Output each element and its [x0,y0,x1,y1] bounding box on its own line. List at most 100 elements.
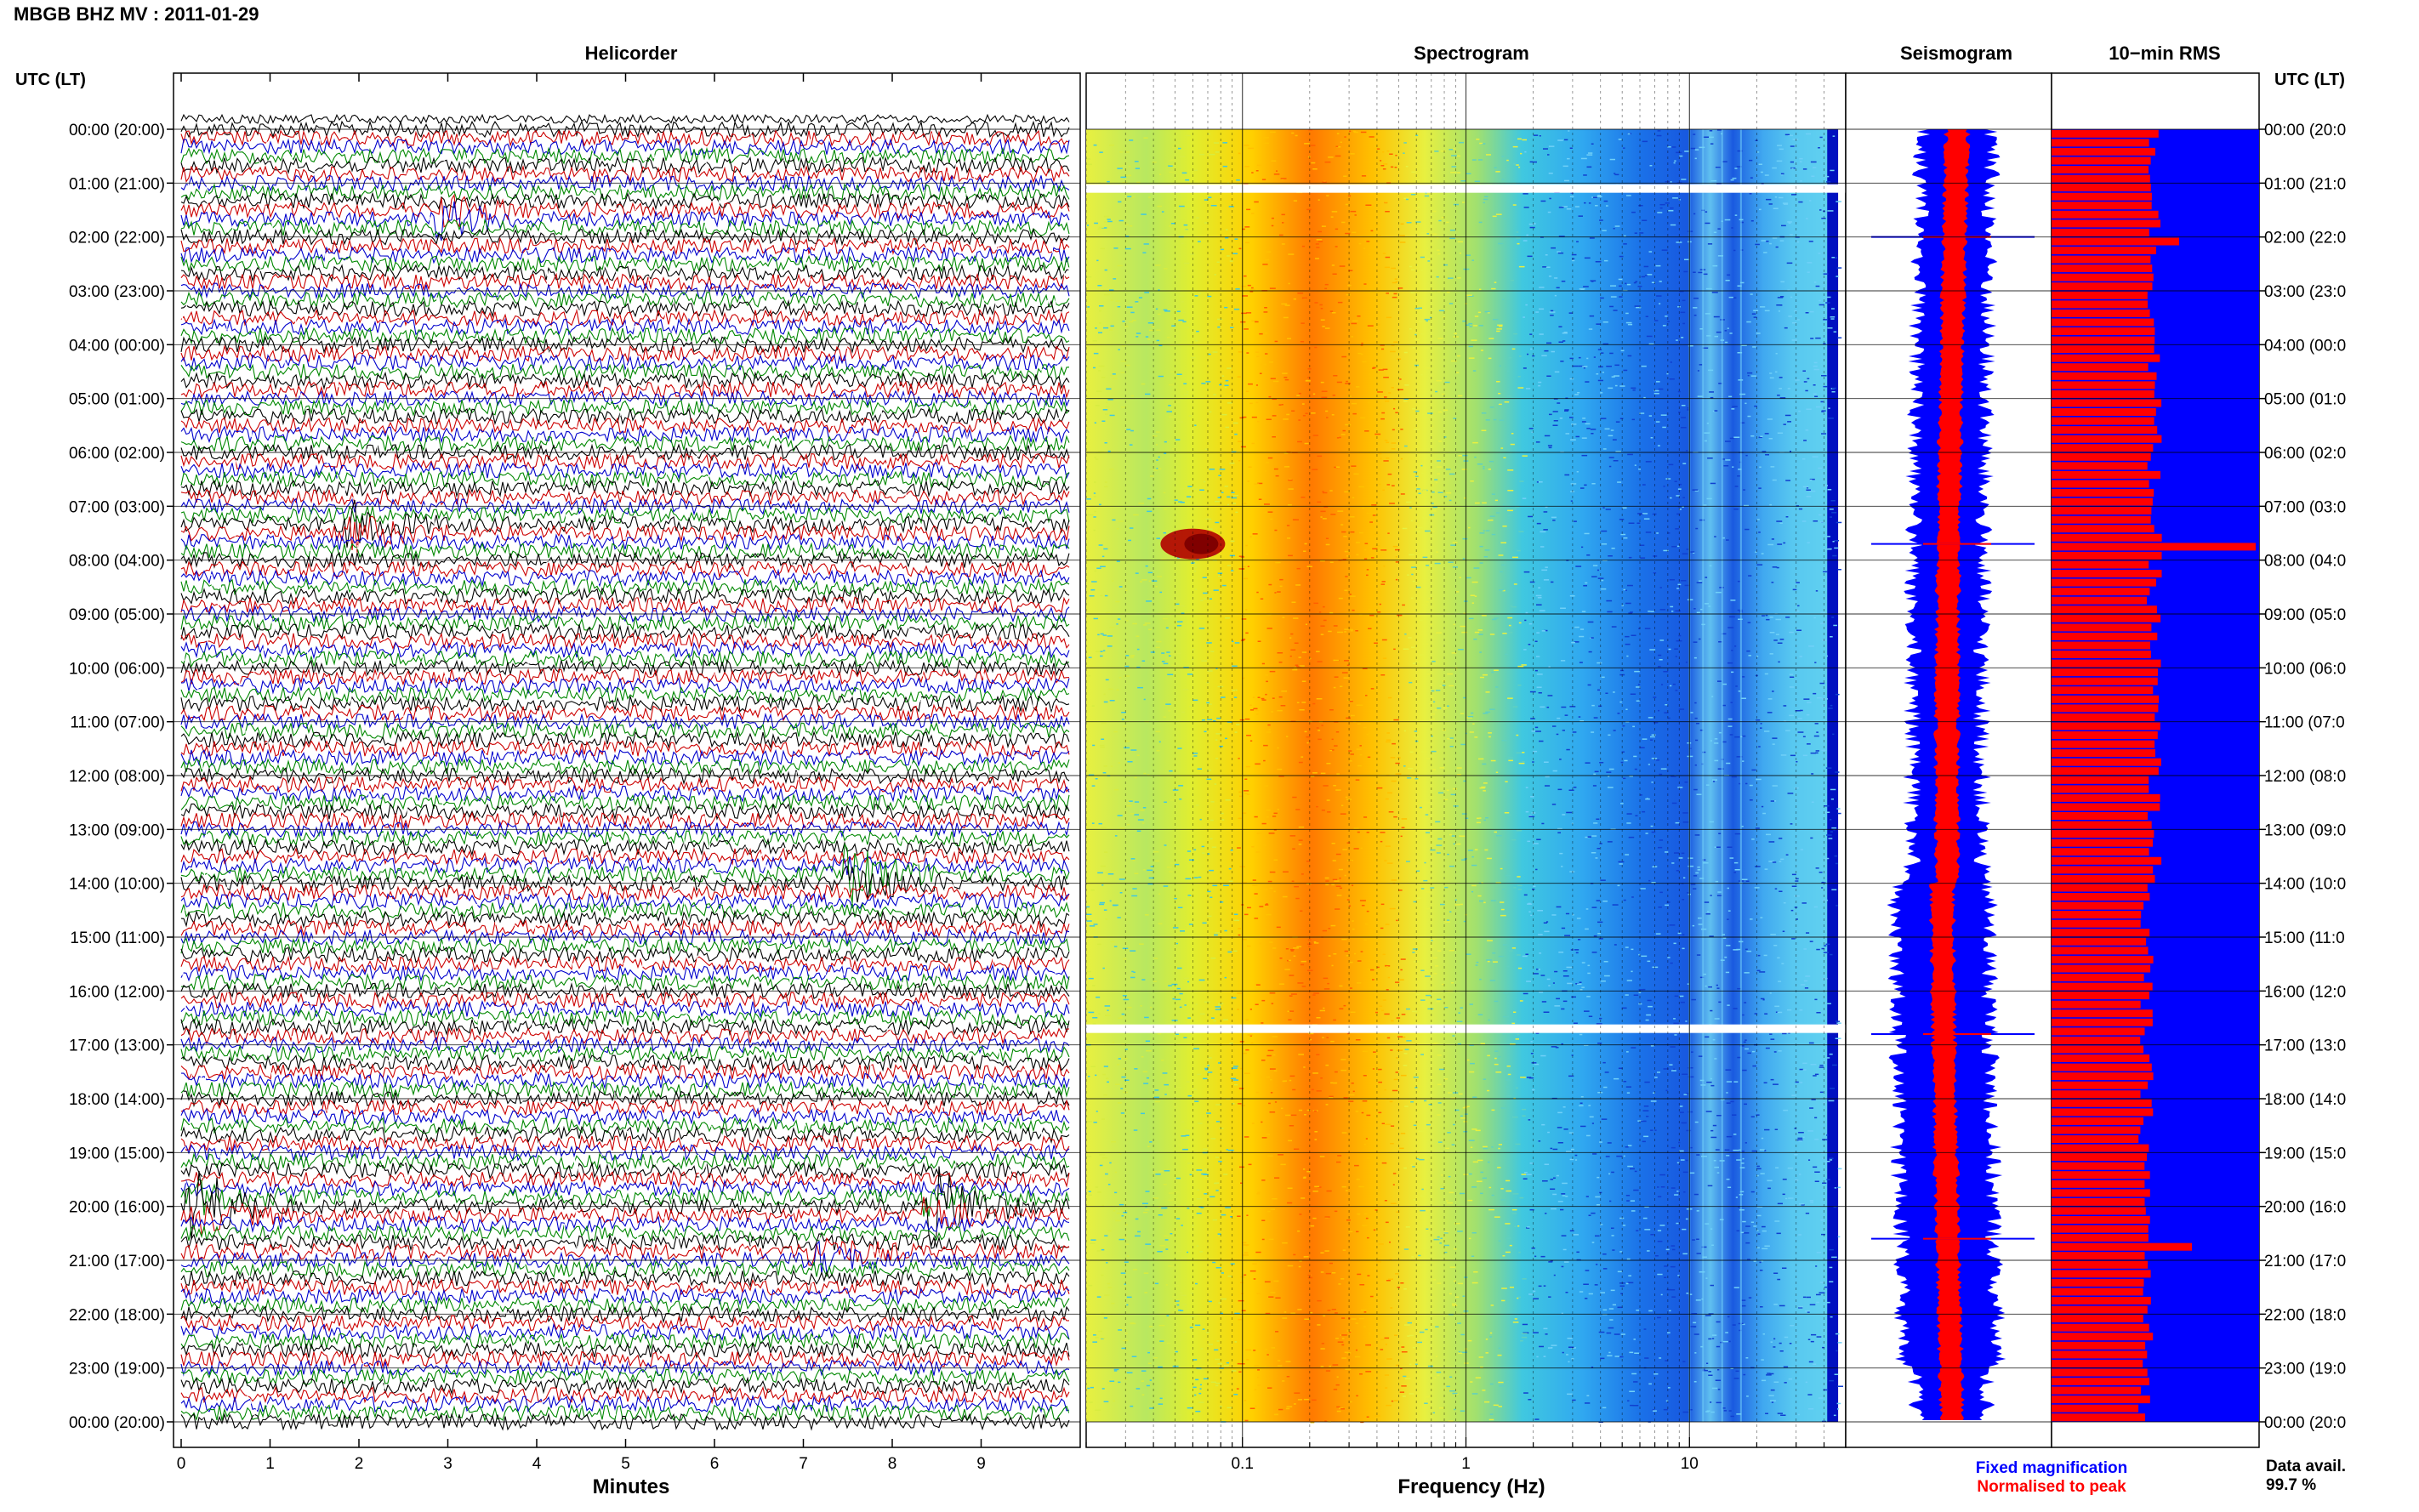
spectrogram-speckle [1158,1170,1164,1173]
helicorder-noise [884,1001,885,1005]
helicorder-noise [473,1389,475,1391]
spectrogram-speckle [1777,1278,1781,1281]
spectrogram-speckle [1629,776,1633,777]
spectrogram-speckle [1255,401,1259,404]
spectrogram-speckle [1536,1356,1539,1358]
helicorder-noise [376,674,378,679]
spectrogram-speckle [1181,1121,1185,1123]
helicorder-noise [735,378,737,382]
helicorder-noise [982,868,984,875]
spectrogram-speckle [1809,479,1813,481]
spectrogram-speckle [1464,497,1466,499]
spectrogram-speckle [1324,161,1331,163]
helicorder-noise [670,326,672,333]
spectrogram-speckle [1367,1275,1370,1276]
helicorder-noise [185,1003,186,1009]
helicorder-noise [422,655,424,659]
spectrogram-speckle [1400,429,1403,430]
helicorder-noise [740,1156,742,1159]
helicorder-noise [908,623,910,629]
helicorder-noise [354,253,356,255]
spectrogram-speckle [1122,725,1126,727]
helicorder-noise [754,500,755,503]
spectrogram-speckle [1708,136,1714,139]
spectrogram-speckle [1129,225,1133,227]
spectrogram-speckle [1740,697,1746,699]
spectrogram-speckle [1627,133,1631,135]
helicorder-noise [798,1411,800,1413]
helicorder-noise [769,719,771,724]
helicorder-noise [217,560,219,564]
spectrogram-speckle [1425,1328,1428,1331]
spectrogram-speckle [1429,718,1435,720]
helicorder-noise [685,1213,686,1219]
spectrogram-speckle [1769,1033,1773,1035]
spectrogram-speckle [1325,880,1329,882]
spectrogram-speckle [1578,215,1583,217]
spectrogram-speckle [1826,181,1831,183]
spectrogram-speckle [1136,830,1141,832]
helicorder-noise [580,861,582,867]
spectrogram-speckle [1164,452,1167,454]
helicorder-noise [788,167,790,173]
spectrogram-speckle [1535,1032,1540,1034]
spectrogram-speckle [1180,930,1185,932]
spectrogram-speckle [1351,1318,1357,1320]
helicorder-noise [243,297,245,300]
helicorder-noise [182,970,184,977]
helicorder-noise [990,1341,992,1347]
spectrogram-speckle [1474,631,1480,634]
spectrogram-speckle [1095,458,1099,460]
helicorder-noise [420,959,422,964]
spectrogram-speckle [1357,765,1362,767]
spectrogram-speckle [1401,1385,1407,1387]
spectrogram-speckle [1302,415,1306,417]
helicorder-noise [744,1178,746,1184]
spectrogram-speckle [1557,832,1561,833]
spectrogram-speckle [1335,908,1340,910]
spectrogram-speckle [1313,602,1318,605]
helicorder-noise [851,572,853,577]
spectrogram-speckle [1533,1332,1539,1333]
spectrogram-speckle [1165,1248,1169,1250]
spectrogram-speckle [1154,264,1161,266]
helicorder-noise [193,259,195,262]
spectrogram-speckle [1278,776,1284,777]
spectrogram-speckle [1210,1196,1215,1197]
helicorder-noise [333,781,335,785]
spectrogram-speckle [1437,411,1443,413]
spectrogram-speckle [1346,1219,1351,1221]
spectrogram-speckle [1344,1351,1349,1353]
spectrogram-speckle [1812,1363,1817,1365]
spectrogram-speckle [1543,1011,1550,1013]
spectrogram-speckle [1670,361,1672,363]
helicorder-noise [368,1419,370,1424]
helicorder-noise [1056,1179,1058,1183]
spectrogram-speckle [1580,157,1587,160]
spectrogram-speckle [1189,1174,1192,1176]
spectrogram-speckle [1597,577,1604,579]
helicorder-noise [481,524,483,528]
spectrogram-speckle [1542,266,1547,268]
spectrogram-speckle [1542,1180,1548,1182]
spectrogram-speckle [1172,1295,1175,1298]
spectrogram-speckle [1470,1381,1473,1383]
spectrogram-speckle [1491,493,1496,495]
spectrogram-speckle [1764,174,1769,176]
spectrogram-speckle [1137,819,1144,821]
spectrogram-speckle [1716,331,1722,333]
helicorder-noise [700,810,702,816]
spectrogram-speckle [1169,770,1173,772]
helicorder-trace [180,299,1070,318]
spectrogram-speckle [1448,561,1454,563]
helicorder-noise [1013,754,1015,757]
spectrogram-speckle [1412,1346,1418,1349]
helicorder-noise [510,368,512,372]
spectrogram-speckle [1505,1086,1508,1088]
helicorder-trace [180,1385,1070,1405]
spectrogram-speckle [1189,253,1194,255]
helicorder-trace [180,183,1070,202]
helicorder-noise [382,393,384,398]
spectrogram-speckle [1756,333,1761,334]
spectrogram-speckle [1739,782,1741,785]
